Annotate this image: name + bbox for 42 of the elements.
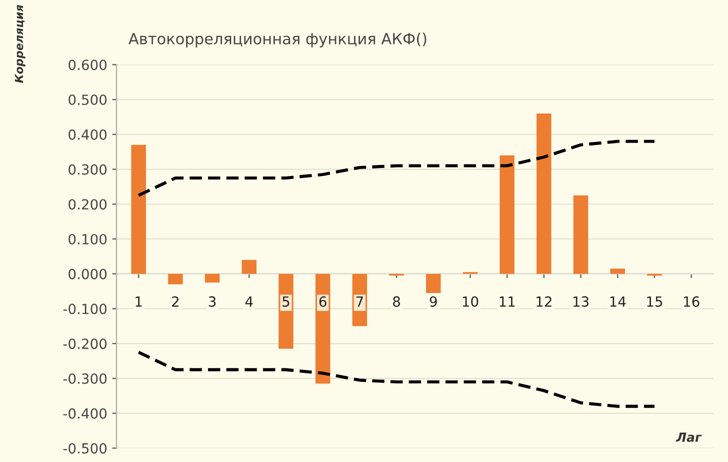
bar xyxy=(242,260,257,274)
x-tick-label: 9 xyxy=(430,296,437,307)
x-tick-label: 6 xyxy=(319,296,326,307)
x-tick-label: 7 xyxy=(356,296,363,307)
y-tick-label: -0.300 xyxy=(63,373,107,384)
x-tick-label: 16 xyxy=(684,296,700,307)
bar xyxy=(610,268,625,274)
x-axis-title: Лаг xyxy=(676,432,702,442)
bar xyxy=(500,155,514,274)
bar xyxy=(204,274,220,283)
x-tick-label: 11 xyxy=(500,296,515,307)
x-tick-label: 1 xyxy=(136,296,142,307)
y-tick-label: -0.200 xyxy=(63,338,107,350)
x-tick-label: 8 xyxy=(393,296,400,307)
y-tick-label: 0.100 xyxy=(68,234,107,244)
y-tick-label: -0.100 xyxy=(63,304,107,314)
y-tick-label: 0.000 xyxy=(68,268,107,280)
x-tick-label: 13 xyxy=(573,296,589,307)
y-tick-label: 0.400 xyxy=(68,129,107,140)
chart-title: Автокорреляционная функция АКФ() xyxy=(128,32,426,48)
line-series xyxy=(137,350,656,408)
bar xyxy=(131,144,146,274)
x-tick-label: 3 xyxy=(208,296,216,307)
x-tick-label: 2 xyxy=(172,296,178,307)
x-tick-label: 4 xyxy=(245,296,253,307)
y-tick-label: 0.300 xyxy=(68,164,107,175)
bar xyxy=(536,113,552,274)
x-tick-label: 5 xyxy=(282,296,290,307)
x-tick-label: 15 xyxy=(647,296,662,307)
y-axis-title: Корреляция xyxy=(14,4,26,83)
x-tick-label: 10 xyxy=(462,296,478,307)
y-tick-label: 0.600 xyxy=(68,60,107,70)
y-tick-label: 0.500 xyxy=(68,94,107,106)
x-tick-label: 14 xyxy=(610,296,626,307)
bar xyxy=(426,274,441,294)
y-tick-label: 0.200 xyxy=(68,199,107,210)
line-series xyxy=(137,140,656,197)
bar xyxy=(168,274,183,284)
x-tick-label: 12 xyxy=(536,296,552,307)
y-tick-label: -0.400 xyxy=(63,408,107,419)
bar xyxy=(573,195,588,274)
y-tick-label: -0.500 xyxy=(63,443,107,454)
